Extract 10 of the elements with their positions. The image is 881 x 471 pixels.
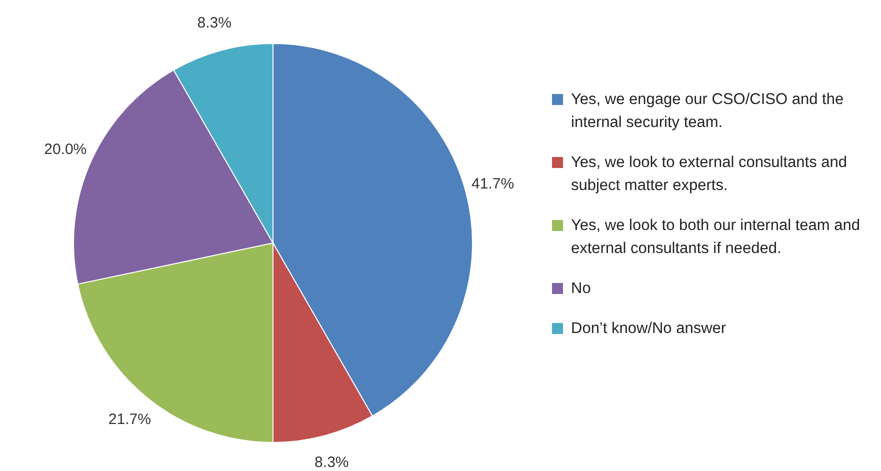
data-label: 41.7% — [472, 175, 514, 192]
legend-label: Yes, we look to both our internal team and external consultants if needed. — [571, 216, 861, 259]
data-label: 20.0% — [44, 141, 87, 158]
data-label: 8.3% — [197, 14, 232, 32]
data-label: 8.3% — [314, 454, 349, 471]
data-label: 21.7% — [108, 410, 151, 428]
legend-label: Yes, we look to external consultants and subject matter experts. — [571, 153, 848, 196]
legend-label: Don’t know/No answer — [571, 319, 726, 339]
legend-label: No — [571, 279, 591, 299]
legend-label: Yes, we engage our CSO/CISO and the internal security team. — [571, 90, 845, 133]
